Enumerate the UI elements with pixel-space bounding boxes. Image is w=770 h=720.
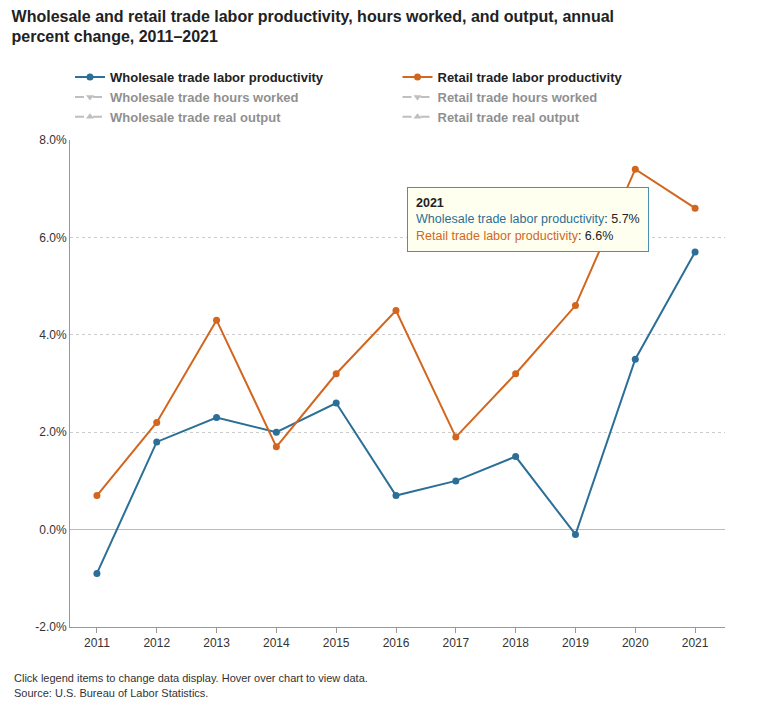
svg-text:-2.0%: -2.0% <box>35 620 67 634</box>
svg-text:2.0%: 2.0% <box>39 425 67 439</box>
svg-text:Retail trade real output: Retail trade real output <box>438 110 580 125</box>
svg-text:2014: 2014 <box>263 636 290 650</box>
svg-text:Click legend items to change d: Click legend items to change data displa… <box>14 672 368 684</box>
svg-text:Wholesale trade real output: Wholesale trade real output <box>110 110 281 125</box>
svg-text:2012: 2012 <box>143 636 170 650</box>
svg-text:8.0%: 8.0% <box>39 133 67 147</box>
svg-text:2013: 2013 <box>203 636 230 650</box>
svg-text:Retail trade hours worked: Retail trade hours worked <box>438 90 598 105</box>
svg-text:Wholesale trade labor producti: Wholesale trade labor productivity <box>110 70 324 85</box>
svg-text:6.0%: 6.0% <box>39 231 67 245</box>
svg-text:Wholesale trade hours worked: Wholesale trade hours worked <box>110 90 299 105</box>
svg-text:2018: 2018 <box>502 636 529 650</box>
svg-text:2021: 2021 <box>682 636 709 650</box>
svg-text:2019: 2019 <box>562 636 589 650</box>
svg-text:2011: 2011 <box>84 636 110 650</box>
svg-text:Wholesale and retail trade lab: Wholesale and retail trade labor product… <box>12 8 614 46</box>
svg-text:2017: 2017 <box>442 636 469 650</box>
svg-text:4.0%: 4.0% <box>39 328 67 342</box>
svg-text:2015: 2015 <box>323 636 350 650</box>
svg-text:2016: 2016 <box>383 636 410 650</box>
svg-text:2020: 2020 <box>622 636 649 650</box>
svg-text:Source: U.S. Bureau of Labor S: Source: U.S. Bureau of Labor Statistics. <box>14 687 208 699</box>
svg-text:2021Wholesale trade labor prod: 2021Wholesale trade labor productivity: … <box>416 196 640 243</box>
svg-text:Retail trade labor productivit: Retail trade labor productivity <box>438 70 623 85</box>
svg-text:0.0%: 0.0% <box>39 523 67 537</box>
